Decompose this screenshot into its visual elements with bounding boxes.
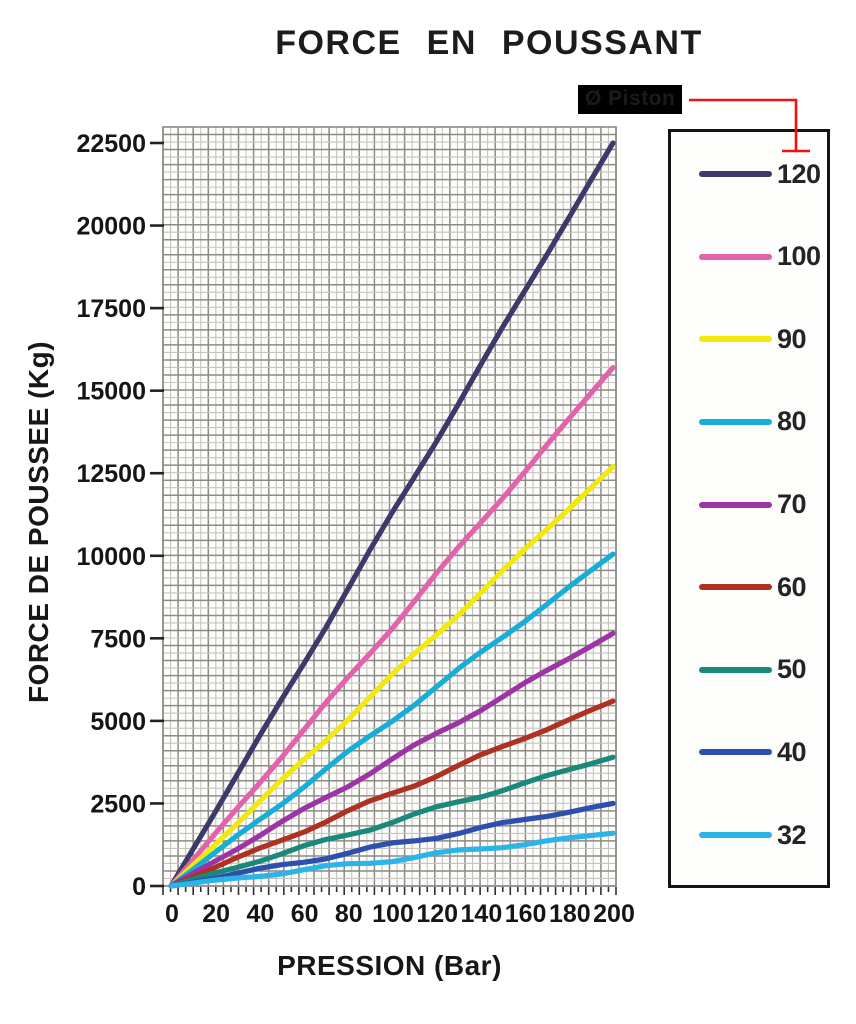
y-tick-label-2500: 2500 [90,790,146,818]
x-tick-label-200: 200 [593,900,635,928]
x-tick-label-40: 40 [246,900,274,928]
piston-diameter-label-text: Ø Piston [585,87,676,110]
legend-swatch-80 [699,418,772,425]
series-line-70 [168,630,616,889]
y-tick-label-15000: 15000 [76,378,146,406]
legend-label-32: 32 [777,819,807,850]
series-line-90 [168,464,616,889]
x-axis-minor-ticks [162,887,617,895]
legend-item-70: 70 [671,489,827,519]
y-axis-title: FORCE DE POUSSEE (Kg) [23,340,54,704]
legend-item-40: 40 [671,736,827,767]
series-line-50 [168,754,616,889]
x-tick-label-180: 180 [549,900,591,928]
series-line-60 [168,698,616,889]
x-axis-tick-labels: 0 20 40 60 80 100 120 140 160 180 200 [165,900,635,928]
series-line-100 [168,365,616,889]
legend-label-60: 60 [777,571,807,602]
chart-title: FORCE EN POUSSANT [275,24,703,62]
legend-item-60: 60 [671,571,827,602]
legend-swatch-40 [699,749,772,756]
x-tick-label-0: 0 [165,900,179,928]
legend-swatch-100 [699,253,772,260]
legend-label-80: 80 [777,406,807,437]
series-line-80 [168,551,616,889]
legend-label-70: 70 [777,489,807,519]
y-tick-label-12500: 12500 [76,460,146,488]
legend-label-40: 40 [777,736,807,767]
legend: 120 100 90 80 70 60 50 40 32 [668,129,830,888]
y-tick-label-0: 0 [132,873,146,901]
y-tick-label-22500: 22500 [76,130,146,158]
legend-swatch-50 [699,666,772,673]
series-line-120 [168,140,616,889]
legend-label-120: 120 [777,158,821,189]
x-tick-label-120: 120 [416,900,458,928]
series-lines [168,140,616,889]
piston-diameter-label: Ø Piston [578,85,683,114]
legend-label-50: 50 [777,654,807,685]
x-tick-label-140: 140 [461,900,503,928]
x-tick-label-100: 100 [372,900,414,928]
y-tick-label-17500: 17500 [76,295,146,323]
legend-swatch-90 [699,336,772,343]
legend-item-80: 80 [671,406,827,437]
legend-swatch-70 [699,501,772,508]
y-tick-label-10000: 10000 [76,543,146,571]
legend-item-32: 32 [671,819,827,850]
y-tick-label-7500: 7500 [90,625,146,653]
legend-label-90: 90 [777,323,807,354]
x-tick-label-160: 160 [505,900,547,928]
legend-item-50: 50 [671,654,827,685]
legend-item-120: 120 [671,158,827,189]
legend-item-100: 100 [671,241,827,272]
series-line-40 [168,800,616,889]
legend-label-100: 100 [777,241,821,272]
x-tick-label-20: 20 [202,900,230,928]
y-tick-label-5000: 5000 [90,708,146,736]
x-axis-title: PRESSION (Bar) [277,950,502,981]
legend-swatch-32 [699,832,772,838]
legend-swatch-60 [699,584,772,591]
y-axis-ticks: 0 2500 5000 7500 10000 12500 15000 17500 20000 22… [76,130,164,901]
x-tick-label-80: 80 [335,900,363,928]
y-tick-label-20000: 20000 [76,213,146,241]
series-line-32 [168,830,616,889]
x-tick-label-60: 60 [291,900,319,928]
grid [162,126,617,887]
legend-item-90: 90 [671,323,827,354]
legend-swatch-120 [699,171,772,177]
